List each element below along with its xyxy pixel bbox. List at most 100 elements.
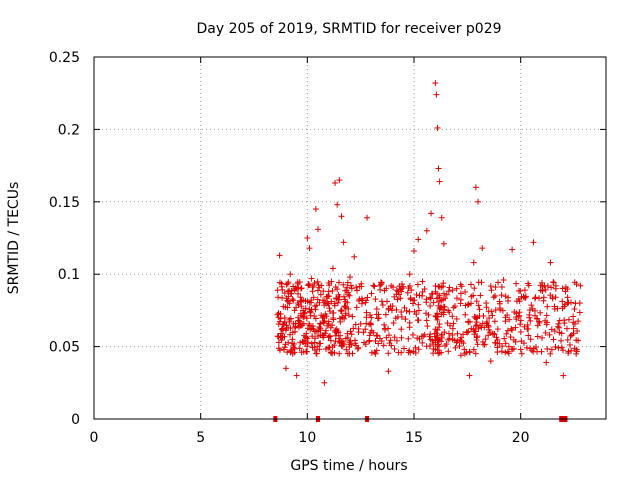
data-point (281, 290, 288, 297)
data-point (293, 304, 300, 311)
data-point (528, 302, 535, 309)
data-point (292, 285, 299, 292)
data-point (287, 271, 294, 278)
data-point (433, 330, 440, 337)
data-point (505, 350, 512, 357)
data-point (354, 345, 361, 352)
data-point (570, 330, 577, 337)
data-point (426, 333, 433, 340)
data-point (405, 335, 412, 342)
data-point (470, 292, 477, 299)
data-point (364, 214, 371, 221)
data-point (537, 309, 544, 316)
data-point (413, 291, 420, 298)
data-point (281, 344, 288, 351)
data-point (308, 340, 315, 347)
data-point (540, 294, 547, 301)
data-point (395, 291, 402, 298)
data-point (298, 285, 305, 292)
data-point (400, 283, 407, 290)
data-point (351, 253, 358, 260)
data-point (325, 318, 332, 325)
data-point (525, 282, 532, 289)
data-point (543, 359, 550, 366)
data-point (576, 309, 583, 316)
data-point (473, 321, 480, 328)
data-point (436, 178, 443, 185)
y-axis-label: SRMTID / TECUs (6, 182, 22, 295)
data-point (291, 345, 298, 352)
data-point (485, 332, 492, 339)
data-point (552, 285, 559, 292)
points-layer (273, 80, 584, 422)
data-point (505, 343, 512, 350)
data-point (516, 298, 523, 305)
data-point (308, 297, 315, 304)
data-point (276, 252, 283, 259)
data-point (285, 339, 292, 346)
data-point (527, 336, 534, 343)
data-point (544, 345, 551, 352)
data-point (298, 303, 305, 310)
data-point (304, 235, 311, 241)
data-point (317, 340, 324, 347)
data-point (308, 325, 315, 332)
data-point (472, 184, 479, 191)
data-point (454, 330, 461, 337)
data-point (381, 326, 388, 333)
data-point (538, 348, 545, 355)
data-point (464, 302, 471, 309)
data-point (279, 286, 286, 293)
data-point (510, 336, 517, 343)
data-point (335, 335, 342, 342)
data-point (427, 294, 434, 301)
data-point (449, 313, 456, 320)
y-tick-label: 0.2 (58, 122, 80, 138)
data-point (379, 302, 386, 309)
x-tick-label: 10 (298, 430, 316, 446)
data-point (406, 308, 413, 315)
data-point (565, 316, 572, 323)
data-point (503, 330, 510, 337)
data-point (573, 337, 580, 344)
data-point (293, 285, 300, 292)
data-point (290, 297, 297, 304)
data-point (380, 342, 387, 349)
data-point (564, 336, 571, 343)
data-point (353, 304, 360, 311)
data-point (555, 320, 562, 327)
data-point (419, 278, 426, 285)
data-point (344, 284, 351, 291)
data-point (457, 352, 464, 359)
data-point (320, 319, 327, 326)
data-point (499, 307, 506, 314)
data-point (535, 318, 542, 325)
data-point (475, 198, 481, 205)
data-point (345, 312, 352, 319)
data-point (474, 333, 481, 340)
data-point (341, 303, 348, 310)
data-point (453, 285, 460, 292)
data-point (485, 323, 492, 330)
data-point (488, 308, 495, 315)
data-point (466, 349, 473, 356)
data-point (281, 333, 288, 340)
data-point (473, 298, 480, 305)
data-point (338, 307, 345, 314)
grid-layer (94, 57, 606, 419)
data-point (358, 300, 365, 307)
data-point (314, 278, 321, 285)
data-point (567, 332, 574, 339)
data-point (525, 332, 532, 339)
data-point (353, 342, 360, 349)
data-point (470, 346, 477, 353)
data-point (508, 325, 515, 332)
data-point (334, 201, 341, 208)
data-point (416, 335, 423, 342)
data-point (295, 284, 302, 291)
data-point (398, 309, 405, 316)
data-point (507, 333, 514, 340)
data-point (491, 318, 498, 325)
data-point (398, 326, 405, 333)
data-point (450, 320, 457, 327)
